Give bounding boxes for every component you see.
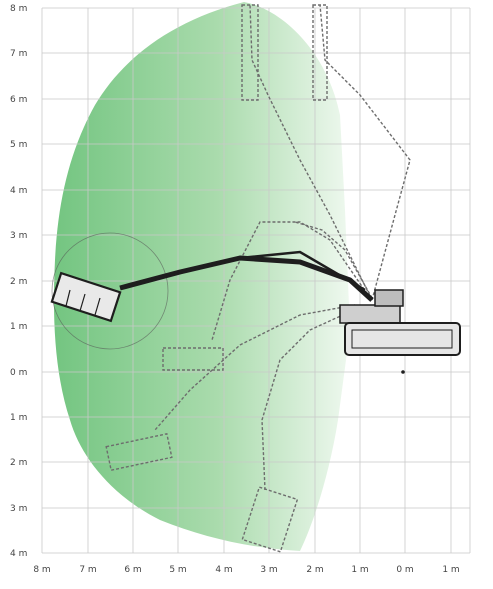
x-tick-label: 4 m <box>215 565 232 575</box>
grid <box>41 7 471 554</box>
boom-position-mid-tool <box>162 347 224 371</box>
y-tick-label: 3 m <box>10 231 27 241</box>
y-tick-label: 6 m <box>10 95 27 105</box>
boom-position-mid-left <box>211 221 371 341</box>
boom-position-vertical-right <box>319 4 411 301</box>
boom-position-vertical-right-tool <box>312 4 328 101</box>
boom-position-low-right-tool <box>241 486 299 553</box>
x-tick-label: 5 m <box>169 565 186 575</box>
y-axis-ticks: 8 m 7 m 6 m 5 m 4 m 3 m 2 m 1 m 0 m 1 m … <box>10 4 27 559</box>
reach-circle <box>51 232 169 350</box>
x-axis-ticks: 8 m 7 m 6 m 5 m 4 m 3 m 2 m 1 m 0 m 1 m <box>33 565 459 575</box>
y-tick-label: 8 m <box>10 4 27 14</box>
x-tick-label: 3 m <box>260 565 277 575</box>
y-tick-label: 4 m <box>10 186 27 196</box>
x-tick-label: 7 m <box>79 565 96 575</box>
x-tick-label: 6 m <box>124 565 141 575</box>
boom-tool <box>50 271 122 323</box>
x-tick-label: 1 m <box>442 565 459 575</box>
y-tick-label: 7 m <box>10 49 27 59</box>
boom-position-low-left-tool <box>105 432 173 472</box>
y-tick-label: 1 m <box>10 322 27 332</box>
boom-cylinder <box>239 250 366 292</box>
boom-position-low-left <box>154 304 356 431</box>
x-tick-label: 1 m <box>351 565 368 575</box>
boom-position-vertical-left-tool <box>241 4 259 101</box>
y-tick-label: 5 m <box>10 140 27 150</box>
y-tick-label: 3 m <box>10 504 27 514</box>
demolition-machine <box>50 250 461 374</box>
y-tick-label: 2 m <box>10 277 27 287</box>
boom-position-vertical-left <box>249 4 373 301</box>
machine-body <box>339 304 401 324</box>
working-range-envelope <box>53 2 350 551</box>
y-tick-label: 0 m <box>10 368 27 378</box>
x-tick-label: 2 m <box>306 565 323 575</box>
y-tick-label: 1 m <box>10 413 27 423</box>
boom-position-mid-right <box>294 221 373 299</box>
x-tick-label: 0 m <box>396 565 413 575</box>
machine-track <box>344 322 461 356</box>
y-tick-label: 2 m <box>10 458 27 468</box>
machine-cab <box>374 289 404 307</box>
x-tick-label: 8 m <box>33 565 50 575</box>
boom-positions <box>105 4 411 553</box>
boom-position-low-right <box>261 307 359 491</box>
y-tick-label: 4 m <box>10 549 27 559</box>
